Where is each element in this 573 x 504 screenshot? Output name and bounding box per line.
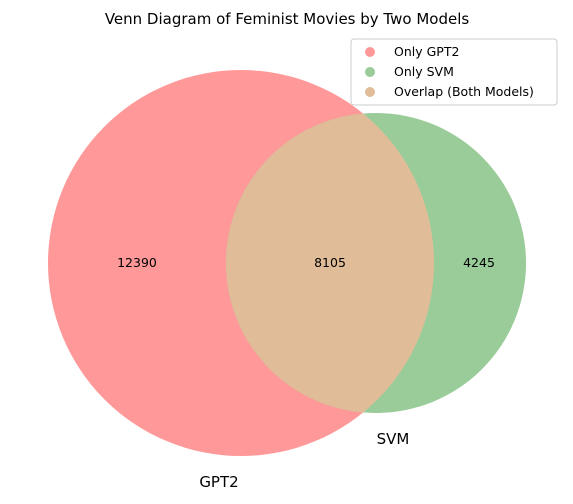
- legend-marker-only-svm: [365, 67, 375, 77]
- legend-label-overlap: Overlap (Both Models): [394, 84, 534, 99]
- legend-label-only-gpt2: Only GPT2: [394, 44, 459, 59]
- legend-marker-only-gpt2: [365, 47, 375, 57]
- legend-marker-overlap: [365, 87, 375, 97]
- svm-set-label: SVM: [377, 430, 410, 448]
- only-svm-count: 4245: [463, 255, 495, 270]
- chart-title: Venn Diagram of Feminist Movies by Two M…: [105, 10, 470, 28]
- legend-label-only-svm: Only SVM: [394, 64, 454, 79]
- legend: Only GPT2 Only SVM Overlap (Both Models): [350, 38, 558, 106]
- overlap-region: [226, 113, 434, 413]
- only-gpt2-count: 12390: [117, 255, 157, 270]
- gpt2-set-label: GPT2: [199, 473, 238, 491]
- legend-frame: [350, 38, 558, 106]
- overlap-count: 8105: [314, 255, 346, 270]
